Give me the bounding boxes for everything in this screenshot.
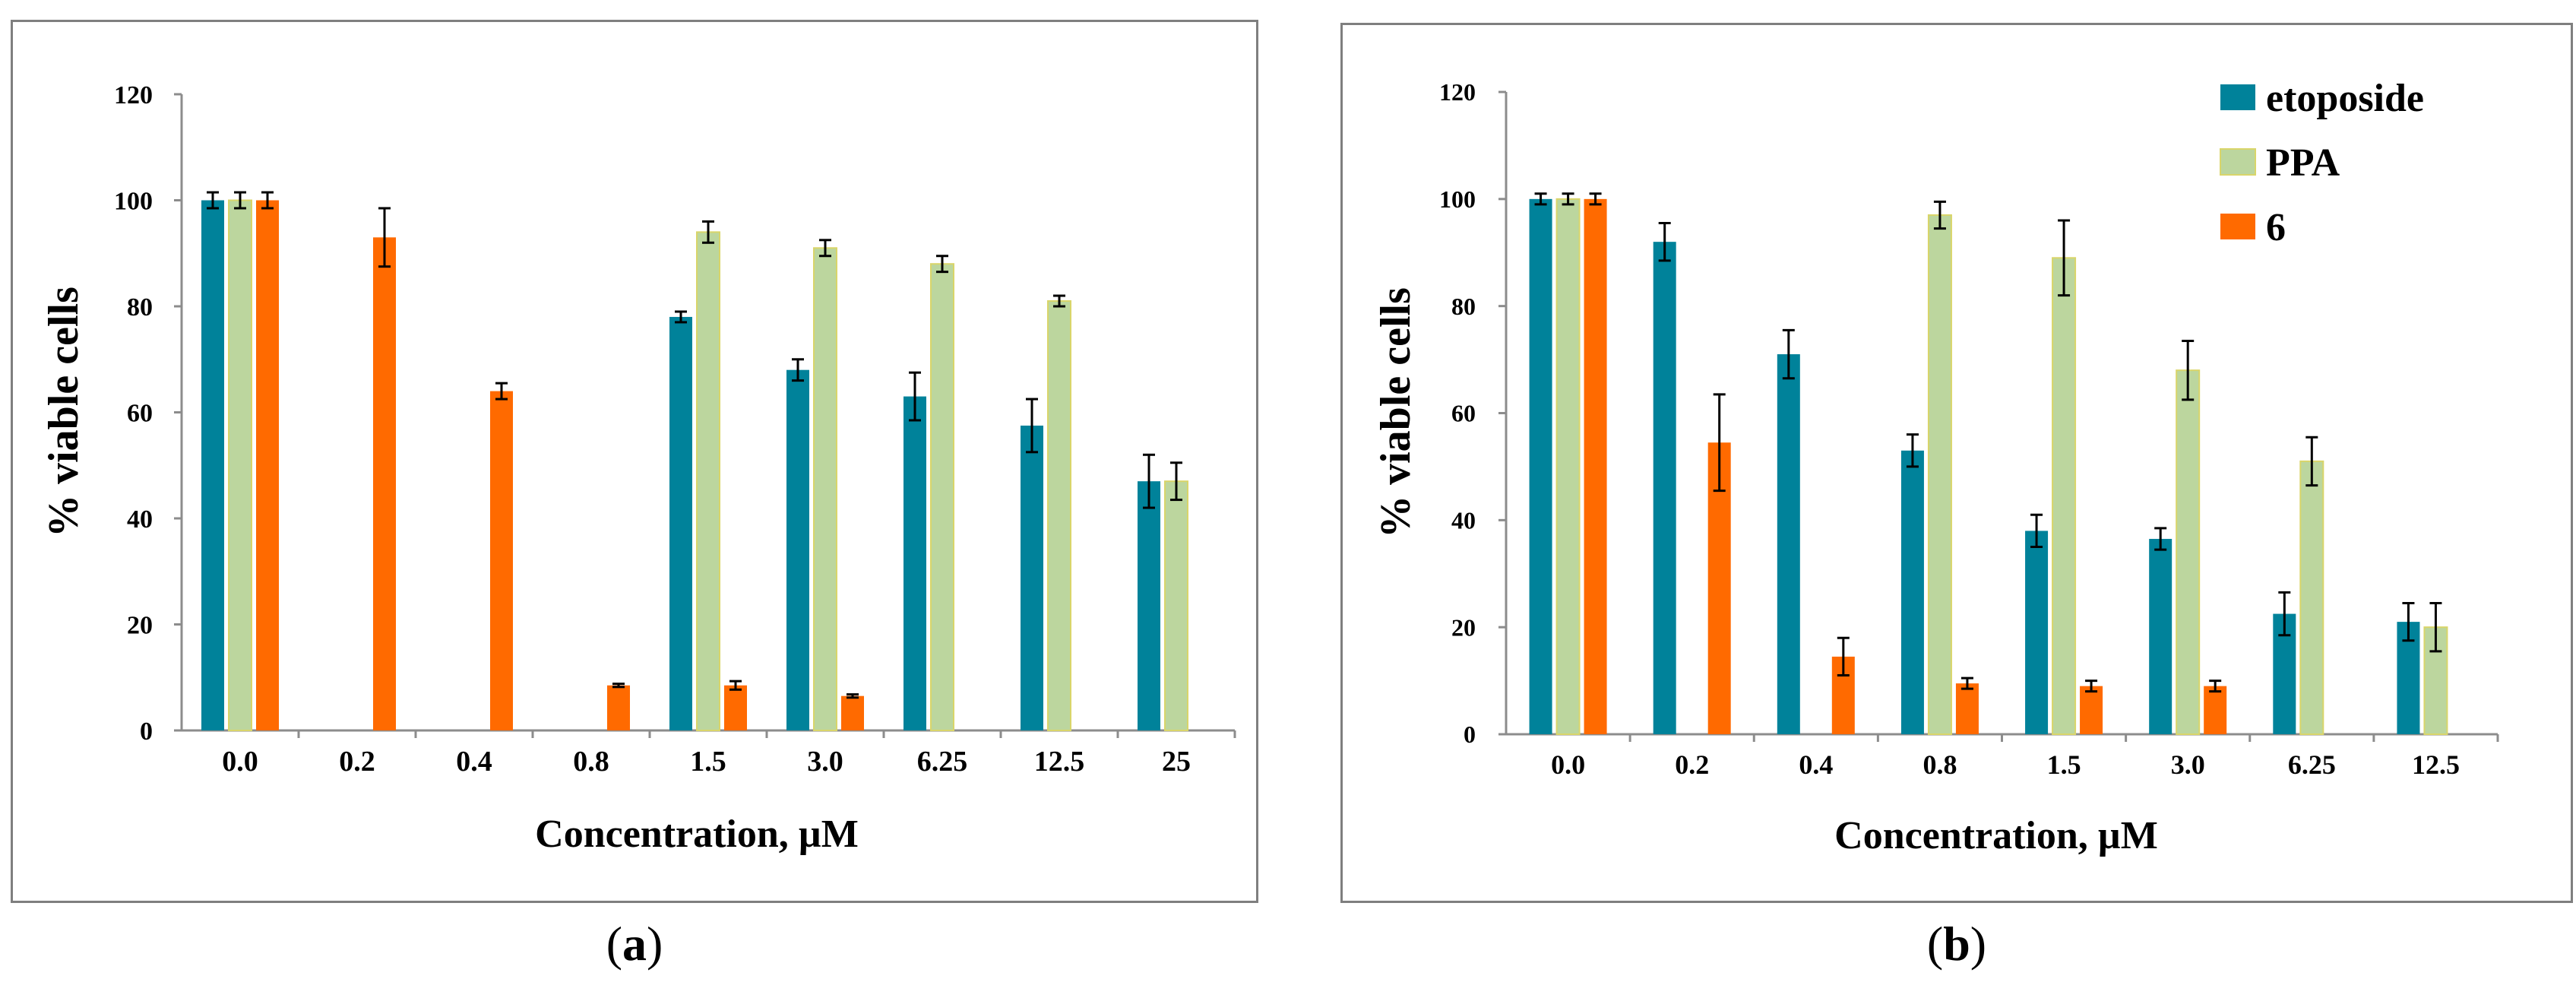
bar-6: [2204, 686, 2227, 734]
chart-panel-b: 0 20 40 60 80 100 120 0.0 0.2 0.4 0.8 1.5 3.0 6.25 12.…: [1340, 23, 2573, 903]
legend-label-ppa: PPA: [2266, 141, 2340, 185]
bar-ppa: [2052, 257, 2077, 735]
x-tick-label: 3.0: [807, 746, 843, 778]
x-tick-label: 0.8: [1923, 749, 1957, 780]
bar-etoposide: [669, 316, 692, 730]
bar-etoposide: [2025, 531, 2049, 734]
bar-etoposide: [1529, 198, 1552, 734]
y-tick-label: 120: [114, 81, 153, 109]
bar-ppa: [1047, 300, 1071, 731]
caption-b-close: ): [1970, 917, 1987, 971]
bar-etoposide: [1653, 242, 1676, 735]
bar-etoposide: [1138, 481, 1160, 730]
chart-panel-a: 0 20 40 60 80 100 120 0.0 0.2 0.4 0.8 1.5 3.0 6.25 12.…: [11, 20, 1258, 903]
legend: etoposide PPA 6: [2220, 77, 2424, 249]
bar-etoposide: [1021, 425, 1043, 730]
bar-ppa: [696, 231, 720, 732]
y-tick-label: 60: [1451, 400, 1476, 427]
x-tick-label: 12.5: [2412, 749, 2460, 780]
bar-etoposide: [2149, 538, 2173, 734]
x-tick-label: 0.0: [1551, 749, 1585, 780]
bar-etoposide: [1900, 450, 1924, 734]
legend-swatch-etoposide: [2220, 84, 2255, 110]
bar-6: [256, 200, 279, 730]
caption-b: (b): [1881, 916, 2033, 972]
bar-6: [2080, 686, 2103, 734]
legend-label-6: 6: [2266, 206, 2286, 249]
x-tick-label: 1.5: [690, 746, 726, 778]
bar-etoposide: [201, 200, 224, 730]
bar-etoposide: [786, 369, 809, 730]
bar-ppa: [1555, 198, 1581, 736]
legend-swatch-ppa: [2220, 148, 2256, 176]
y-tick-label: 100: [1439, 185, 1476, 213]
x-tick-label: 0.2: [339, 746, 375, 778]
bar-ppa: [813, 247, 837, 731]
x-axis-label: Concentration, µM: [535, 813, 859, 856]
bar-ppa: [2176, 369, 2201, 735]
bar-ppa: [1927, 214, 1952, 736]
x-tick-label: 0.0: [222, 746, 258, 778]
x-tick-label: 0.8: [573, 746, 609, 778]
bar-ppa: [228, 199, 252, 731]
chart-b: 0 20 40 60 80 100 120 0.0 0.2 0.4 0.8 1.5 3.0 6.25 12.…: [1372, 77, 2499, 857]
bar-6: [724, 685, 747, 730]
x-tick-label: 25: [1162, 746, 1191, 778]
bar-ppa: [1164, 480, 1188, 731]
bar-6: [1584, 198, 1607, 734]
bar-ppa: [930, 263, 954, 731]
x-tick-label: 1.5: [2047, 749, 2081, 780]
x-tick-label: 3.0: [2171, 749, 2205, 780]
y-tick-label: 120: [1439, 78, 1476, 106]
bar-ppa: [2299, 460, 2324, 735]
y-tick-label: 0: [140, 718, 153, 746]
bar-etoposide: [903, 396, 926, 730]
y-axis-label: % viable cells: [1372, 287, 1419, 538]
bar-etoposide: [1777, 354, 1800, 734]
x-tick-label: 6.25: [917, 746, 968, 778]
x-axis-label: Concentration, µM: [1834, 814, 2158, 857]
y-tick-label: 60: [127, 399, 153, 427]
bar-6: [607, 685, 630, 730]
x-tick-label: 0.4: [456, 746, 492, 778]
caption-a: (a): [559, 916, 710, 972]
legend-label-etoposide: etoposide: [2266, 77, 2424, 120]
y-axis-label: % viable cells: [40, 287, 87, 537]
y-tick-label: 100: [114, 187, 153, 215]
x-tick-label: 6.25: [2288, 749, 2336, 780]
bar-6: [373, 237, 396, 730]
caption-a-close: ): [647, 917, 663, 971]
x-tick-label: 0.4: [1799, 749, 1833, 780]
y-tick-label: 80: [1451, 293, 1476, 320]
caption-b-letter: b: [1943, 917, 1970, 971]
bar-6: [1955, 683, 1979, 734]
chart-a: 0 20 40 60 80 100 120 0.0 0.2 0.4 0.8 1.5 3.0 6.25 12.…: [40, 81, 1236, 856]
bar-6: [841, 695, 864, 730]
y-tick-label: 0: [1464, 721, 1476, 748]
x-tick-label: 12.5: [1034, 746, 1085, 778]
caption-a-open: (: [606, 917, 622, 971]
caption-b-open: (: [1926, 917, 1944, 971]
caption-a-letter: a: [622, 917, 647, 971]
y-tick-label: 40: [127, 505, 153, 534]
legend-swatch-6: [2220, 214, 2255, 239]
x-tick-label: 0.2: [1675, 749, 1709, 780]
y-tick-label: 20: [127, 611, 153, 639]
y-tick-label: 20: [1451, 613, 1476, 641]
y-tick-label: 80: [127, 293, 153, 322]
y-tick-label: 40: [1451, 507, 1476, 534]
bar-6: [490, 391, 513, 730]
